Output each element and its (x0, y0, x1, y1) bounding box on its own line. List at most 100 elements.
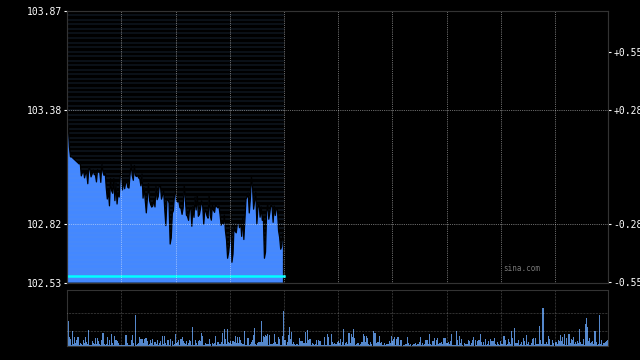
Bar (205, 343, 207, 346)
Bar (330, 345, 331, 346)
Bar (295, 345, 296, 346)
Bar (580, 342, 582, 346)
Bar (605, 342, 606, 346)
Bar (308, 340, 309, 346)
Bar (465, 344, 467, 346)
Bar (428, 345, 429, 346)
Bar (353, 329, 354, 346)
Bar (277, 344, 278, 346)
Bar (328, 337, 329, 346)
Bar (147, 341, 148, 346)
Bar (561, 341, 562, 346)
Bar (284, 311, 285, 346)
Bar (256, 345, 257, 346)
Bar (254, 328, 255, 346)
Bar (589, 338, 590, 346)
Bar (406, 344, 407, 346)
Bar (516, 343, 518, 346)
Bar (444, 338, 445, 346)
Bar (288, 336, 289, 346)
Bar (549, 339, 550, 346)
Bar (162, 336, 163, 346)
Bar (562, 337, 563, 346)
Bar (72, 331, 73, 346)
Bar (497, 342, 498, 346)
Bar (394, 337, 395, 346)
Bar (84, 343, 85, 346)
Bar (587, 327, 588, 346)
Bar (306, 343, 307, 346)
Bar (285, 345, 287, 346)
Bar (434, 338, 435, 346)
Bar (433, 341, 434, 346)
Bar (525, 345, 526, 346)
Bar (539, 327, 540, 346)
Bar (109, 340, 110, 346)
Bar (415, 345, 417, 346)
Bar (138, 343, 140, 346)
Bar (294, 344, 295, 346)
Bar (161, 345, 162, 346)
Bar (302, 341, 303, 346)
Bar (149, 344, 150, 346)
Bar (141, 339, 143, 346)
Bar (310, 345, 312, 346)
Bar (385, 345, 387, 346)
Bar (179, 345, 180, 346)
Bar (422, 343, 423, 346)
Bar (326, 345, 327, 346)
Bar (214, 343, 215, 346)
Bar (352, 337, 353, 346)
Bar (164, 336, 165, 346)
Bar (471, 343, 472, 346)
Bar (440, 342, 442, 346)
Bar (419, 342, 420, 346)
Bar (320, 341, 321, 346)
Bar (307, 330, 308, 346)
Bar (278, 337, 279, 346)
Bar (159, 343, 160, 346)
Bar (274, 334, 275, 346)
Bar (267, 334, 268, 346)
Bar (184, 343, 185, 346)
Bar (145, 338, 146, 346)
Bar (374, 333, 376, 346)
Bar (496, 345, 497, 346)
Bar (515, 342, 516, 346)
Bar (527, 344, 529, 346)
Bar (484, 345, 485, 346)
Bar (79, 343, 81, 346)
Bar (319, 341, 320, 346)
Bar (592, 341, 593, 346)
Bar (371, 344, 372, 346)
Bar (190, 341, 191, 346)
Bar (275, 342, 276, 346)
Bar (451, 334, 452, 346)
Bar (404, 344, 406, 346)
Bar (104, 345, 106, 346)
Bar (500, 341, 501, 346)
Bar (443, 338, 444, 346)
Bar (276, 344, 277, 346)
Bar (243, 344, 244, 346)
Bar (548, 337, 549, 346)
Bar (360, 344, 362, 346)
Bar (173, 345, 174, 346)
Bar (305, 332, 306, 346)
Bar (393, 339, 394, 346)
Bar (175, 334, 176, 346)
Bar (447, 343, 448, 346)
Bar (174, 344, 175, 346)
Bar (545, 345, 546, 346)
Bar (579, 329, 580, 346)
Bar (334, 343, 335, 346)
Bar (546, 342, 547, 346)
Bar (357, 343, 358, 346)
Bar (507, 344, 508, 346)
Bar (97, 338, 98, 346)
Bar (477, 341, 479, 346)
Bar (180, 339, 182, 346)
Bar (95, 338, 96, 346)
Bar (367, 338, 368, 346)
Bar (131, 340, 132, 346)
